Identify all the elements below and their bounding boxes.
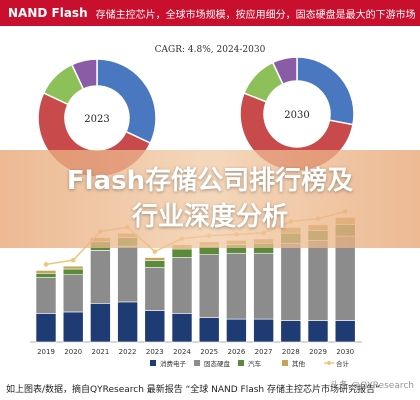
pie1-year-label: 2030 bbox=[284, 110, 309, 121]
legend-label-2: 汽车 bbox=[248, 359, 262, 368]
x-tick-label-2023: 2023 bbox=[146, 348, 164, 356]
legend-label-0: 消费电子 bbox=[160, 359, 187, 368]
brand-title: NAND Flash bbox=[8, 6, 88, 20]
legend-swatch-dot-4 bbox=[327, 361, 331, 365]
legend-swatch-1 bbox=[194, 360, 200, 366]
bar-2020-0 bbox=[62, 311, 84, 343]
bar-2029-1 bbox=[307, 240, 329, 321]
source-note: 如上图表/数据，摘自QYResearch 最新报告 “全球 NAND Flash… bbox=[6, 384, 380, 395]
bar-2027-0 bbox=[253, 318, 274, 343]
bar-2020-1 bbox=[62, 274, 84, 313]
total-point-1 bbox=[70, 257, 76, 263]
pie0-slice-0 bbox=[96, 58, 157, 145]
bar-2026-1 bbox=[226, 252, 247, 320]
total-point-4 bbox=[152, 249, 158, 254]
legend-label-1: 固态硬盘 bbox=[204, 359, 231, 368]
bar-2025-0 bbox=[198, 317, 220, 343]
x-tick-label-2026: 2026 bbox=[227, 348, 245, 356]
total-point-0 bbox=[43, 262, 49, 267]
bar-2023-2 bbox=[144, 260, 166, 268]
x-tick-label-2030: 2030 bbox=[336, 348, 354, 356]
x-tick-label-2027: 2027 bbox=[255, 348, 273, 356]
x-tick-label-2024: 2024 bbox=[173, 348, 191, 356]
x-tick-label-2025: 2025 bbox=[200, 348, 218, 356]
title-banner: Flash存储公司排行榜及 行业深度分析 bbox=[0, 150, 420, 248]
bar-2022-1 bbox=[117, 245, 138, 303]
bar-2024-1 bbox=[171, 257, 193, 314]
bar-2030-0 bbox=[334, 320, 356, 343]
cagr-label: CAGR: 4.8%, 2024-2030 bbox=[155, 45, 266, 55]
bar-2027-1 bbox=[253, 252, 274, 320]
banner-title-line-1: Flash存储公司排行榜及 bbox=[66, 166, 354, 196]
bar-2020-2 bbox=[62, 268, 84, 276]
x-tick-label-2028: 2028 bbox=[282, 348, 300, 356]
x-tick-label-2029: 2029 bbox=[309, 348, 327, 356]
bar-2023-3 bbox=[144, 257, 166, 261]
footer-source: 如上图表/数据，摘自QYResearch 最新报告 “全球 NAND Flash… bbox=[0, 376, 420, 400]
bar-2030-1 bbox=[334, 235, 356, 321]
bar-2019-0 bbox=[35, 313, 57, 343]
x-tick-label-2022: 2022 bbox=[119, 348, 137, 356]
x-tick-label-2020: 2020 bbox=[64, 348, 82, 356]
bar-2019-3 bbox=[35, 270, 57, 274]
pie0-slice-3 bbox=[70, 58, 98, 91]
bar-2020-3 bbox=[62, 265, 84, 270]
legend-swatch-2 bbox=[238, 360, 244, 366]
pie0-year-label: 2023 bbox=[84, 114, 109, 125]
header-bar: NAND Flash 存储主控芯片，全球市场规模，按应用细分，固态硬盘是最大的下… bbox=[0, 0, 420, 26]
bar-2028-0 bbox=[280, 320, 302, 343]
bar-2021-0 bbox=[90, 303, 111, 343]
bar-2021-1 bbox=[90, 250, 111, 304]
bar-2028-1 bbox=[280, 242, 302, 321]
legend-label-3: 其他 bbox=[292, 359, 306, 368]
legend-swatch-0 bbox=[150, 360, 156, 366]
bar-2023-0 bbox=[144, 310, 166, 343]
legend-swatch-3 bbox=[282, 360, 288, 366]
bar-2026-0 bbox=[226, 318, 247, 343]
pie1-slice-3 bbox=[271, 56, 298, 86]
bar-2019-1 bbox=[35, 277, 57, 314]
x-tick-label-2021: 2021 bbox=[91, 348, 109, 356]
bar-2023-1 bbox=[144, 267, 166, 311]
x-tick-label-2019: 2019 bbox=[37, 348, 55, 356]
bar-2022-0 bbox=[117, 301, 138, 343]
bar-2025-1 bbox=[198, 254, 220, 318]
bar-2024-2 bbox=[171, 248, 193, 258]
header-tagline: 存储主控芯片，全球市场规模，按应用细分，固态硬盘是最大的下游市场 bbox=[95, 9, 416, 21]
bar-2024-0 bbox=[171, 313, 193, 343]
watermark: 头条 @QYResearch bbox=[330, 381, 414, 391]
bar-2019-2 bbox=[35, 272, 57, 278]
banner-title-line-2: 行业深度分析 bbox=[131, 202, 288, 232]
legend-label-4: 合计 bbox=[336, 359, 350, 368]
bar-2029-0 bbox=[307, 320, 329, 343]
